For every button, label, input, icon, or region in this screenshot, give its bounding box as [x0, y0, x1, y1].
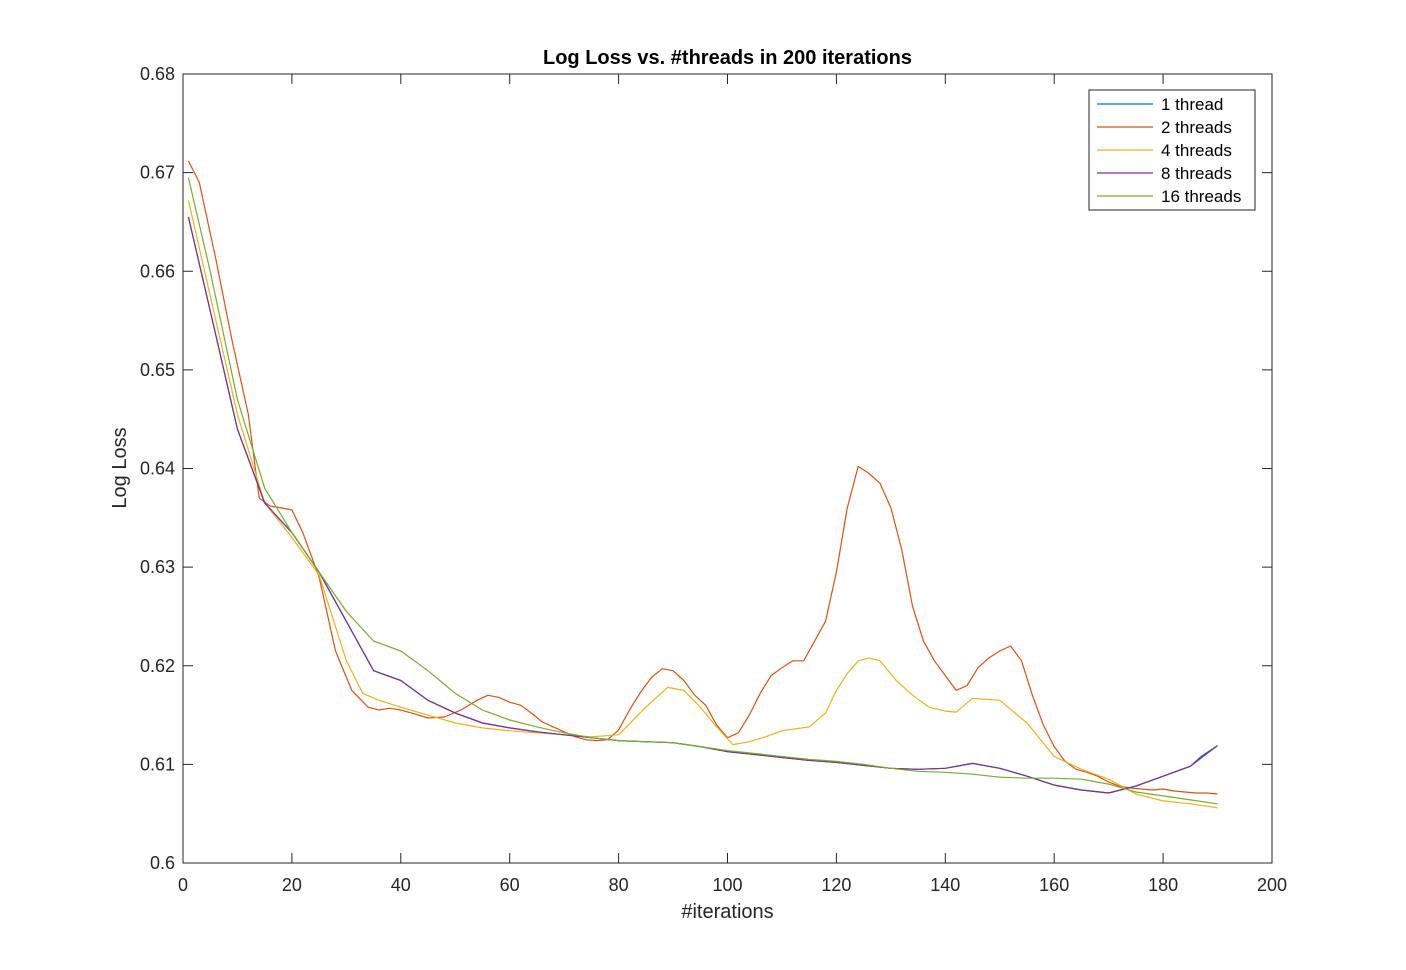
x-axis-title: #iterations: [681, 901, 773, 923]
legend-label: 8 threads: [1161, 164, 1232, 183]
x-tick-label: 200: [1257, 875, 1287, 895]
x-tick-label: 40: [391, 875, 411, 895]
series-line-2: [187, 200, 1218, 809]
chart-title: Log Loss vs. #threads in 200 iterations: [543, 47, 912, 69]
legend-label: 1 thread: [1161, 95, 1223, 114]
legend-label: 4 threads: [1161, 141, 1232, 160]
series-layer: [187, 160, 1218, 809]
legend: 1 thread 2 threads 4 threads 8 threads 16 th…: [1088, 89, 1256, 211]
y-tick-label: 0.62: [140, 656, 175, 676]
y-tick-label: 0.63: [140, 557, 175, 577]
y-tick-label: 0.68: [140, 64, 175, 84]
series-line-1: [187, 160, 1218, 795]
series-line-4: [187, 177, 1218, 805]
x-tick-label: 20: [282, 875, 302, 895]
x-tick-label: 180: [1148, 875, 1178, 895]
x-tick-label: 80: [609, 875, 629, 895]
y-tick-label: 0.6: [150, 853, 175, 873]
ticks: 0 20 40 60 80 100 120 140 160 180 200 0.6 0.61 0.62 0.…: [140, 64, 1287, 895]
y-tick-label: 0.64: [140, 459, 175, 479]
y-tick-label: 0.65: [140, 360, 175, 380]
y-axis-title: Log Loss: [109, 427, 131, 508]
x-tick-label: 120: [821, 875, 851, 895]
y-tick-label: 0.66: [140, 261, 175, 281]
x-tick-label: 60: [500, 875, 520, 895]
x-tick-label: 140: [930, 875, 960, 895]
x-tick-label: 160: [1039, 875, 1069, 895]
y-tick-label: 0.67: [140, 163, 175, 183]
x-tick-label: 100: [712, 875, 742, 895]
legend-label: 2 threads: [1161, 118, 1232, 137]
legend-label: 16 threads: [1161, 187, 1241, 206]
y-tick-label: 0.61: [140, 754, 175, 774]
x-tick-label: 0: [178, 875, 188, 895]
